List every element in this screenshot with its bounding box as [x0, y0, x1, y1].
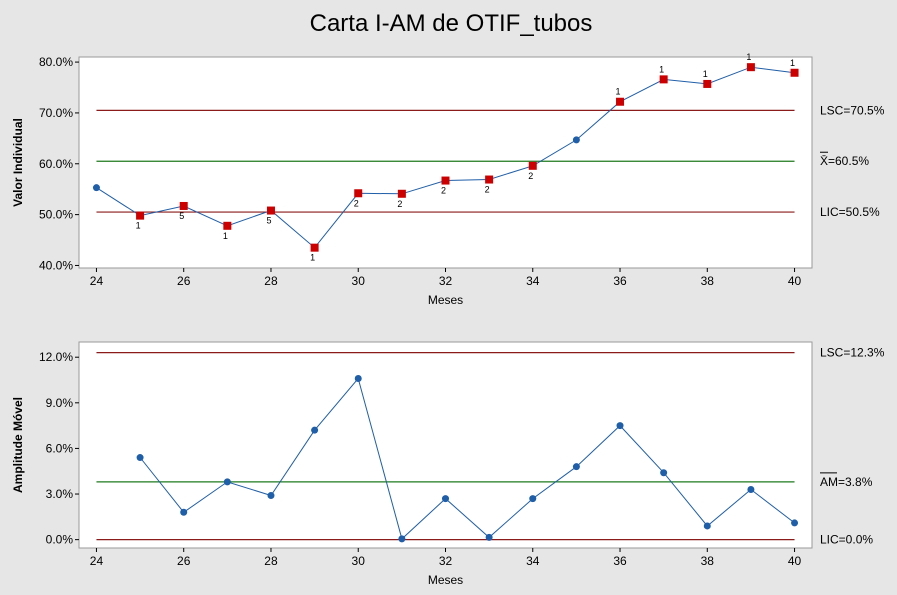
moving-range-panel: 0.0% 3.0% 6.0% 9.0% 12.0% 24 26 28 30 32 34 36 38 40 M… — [11, 341, 885, 587]
test-failure-label: 2 — [354, 198, 359, 208]
x-tick-label: 30 — [352, 554, 366, 568]
y-tick-label: 50.0% — [39, 208, 73, 222]
y-tick-label: 3.0% — [46, 487, 74, 501]
flagged-point — [266, 206, 275, 215]
moving-range-plot-area — [78, 341, 813, 549]
x-tick-label: 30 — [352, 274, 366, 288]
flagged-point — [659, 75, 668, 84]
data-point — [398, 535, 406, 543]
individual-plot-area — [78, 56, 813, 269]
flagged-point — [703, 79, 712, 88]
x-tick-label: 34 — [526, 554, 540, 568]
data-point — [703, 522, 711, 530]
data-point — [791, 519, 799, 527]
test-failure-label: 2 — [397, 199, 402, 209]
y-tick-label: 70.0% — [39, 106, 73, 120]
data-point — [442, 495, 449, 503]
test-failure-label: 1 — [746, 52, 751, 62]
x-tick-label: 38 — [701, 274, 715, 288]
x-tick-label: 28 — [264, 274, 278, 288]
y-axis-label: Amplitude Móvel — [11, 397, 25, 493]
chart-title: Carta I-AM de OTIF_tubos — [310, 10, 593, 37]
flagged-point — [616, 97, 625, 106]
flagged-point — [746, 63, 755, 72]
test-failure-label: 1 — [223, 231, 228, 241]
control-limit-label: AM=3.8% — [820, 475, 873, 489]
x-tick-label: 40 — [788, 274, 802, 288]
test-failure-label: 2 — [528, 171, 533, 181]
y-tick-label: 0.0% — [46, 533, 74, 547]
data-point — [747, 485, 755, 493]
x-tick-label: 38 — [701, 554, 715, 568]
flagged-point — [310, 243, 319, 252]
x-tick-label: 32 — [439, 274, 453, 288]
test-failure-label: 1 — [659, 64, 664, 74]
flagged-point — [136, 211, 145, 220]
data-point — [354, 374, 362, 382]
y-tick-label: 9.0% — [46, 396, 74, 410]
data-point — [223, 478, 231, 486]
test-failure-label: 1 — [703, 69, 708, 79]
flagged-point — [528, 161, 537, 170]
x-tick-label: 26 — [177, 554, 191, 568]
test-failure-label: 2 — [441, 186, 446, 196]
control-limit-label: LSC=12.3% — [820, 346, 885, 360]
test-failure-label: 5 — [266, 216, 271, 226]
data-point — [529, 495, 537, 503]
test-failure-label: 1 — [616, 87, 621, 97]
x-tick-label: 26 — [177, 274, 191, 288]
data-point — [180, 508, 188, 516]
individual-panel: 40.0% 50.0% 60.0% 70.0% 80.0% 24 26 28 30 32 34 36 3… — [11, 52, 885, 307]
flagged-point — [485, 175, 494, 184]
flagged-point — [441, 176, 450, 185]
test-failure-label: 1 — [136, 221, 141, 231]
y-tick-label: 40.0% — [39, 258, 73, 272]
x-tick-label: 24 — [90, 274, 104, 288]
y-tick-label: 80.0% — [39, 55, 73, 69]
data-point — [267, 492, 275, 500]
x-tick-label: 32 — [439, 554, 453, 568]
test-failure-label: 1 — [790, 58, 795, 68]
moving-range-series-line — [139, 377, 795, 540]
flagged-point — [790, 68, 799, 77]
x-tick-label: 36 — [613, 274, 627, 288]
test-failure-label: 5 — [179, 211, 184, 221]
test-failure-label: 1 — [310, 253, 315, 263]
x-axis-label: Meses — [428, 293, 463, 307]
control-limit-label: LIC=0.0% — [820, 533, 873, 547]
data-point — [660, 469, 668, 477]
control-limit-label: LSC=70.5% — [820, 103, 885, 117]
x-tick-label: 24 — [90, 554, 104, 568]
control-limit-label: LIC=50.5% — [820, 205, 880, 219]
y-axis-label: Valor Individual — [11, 118, 25, 207]
control-limit-label: X̄=60.5% — [820, 154, 869, 168]
test-failure-label: 2 — [485, 185, 490, 195]
flagged-point — [179, 201, 188, 210]
y-tick-label: 12.0% — [39, 350, 73, 364]
data-point — [92, 184, 100, 192]
data-point — [572, 136, 580, 144]
x-axis-label: Meses — [428, 573, 463, 587]
flagged-point — [397, 189, 406, 198]
flagged-point — [223, 221, 232, 230]
y-tick-label: 6.0% — [46, 441, 74, 455]
flagged-point — [354, 189, 363, 198]
data-point — [616, 422, 624, 430]
y-tick-label: 60.0% — [39, 157, 73, 171]
data-point — [485, 533, 493, 541]
x-tick-label: 28 — [264, 554, 278, 568]
data-point — [136, 454, 144, 462]
data-point — [572, 463, 580, 471]
x-tick-label: 40 — [788, 554, 802, 568]
x-tick-label: 36 — [613, 554, 627, 568]
data-point — [311, 426, 319, 434]
x-tick-label: 34 — [526, 274, 540, 288]
